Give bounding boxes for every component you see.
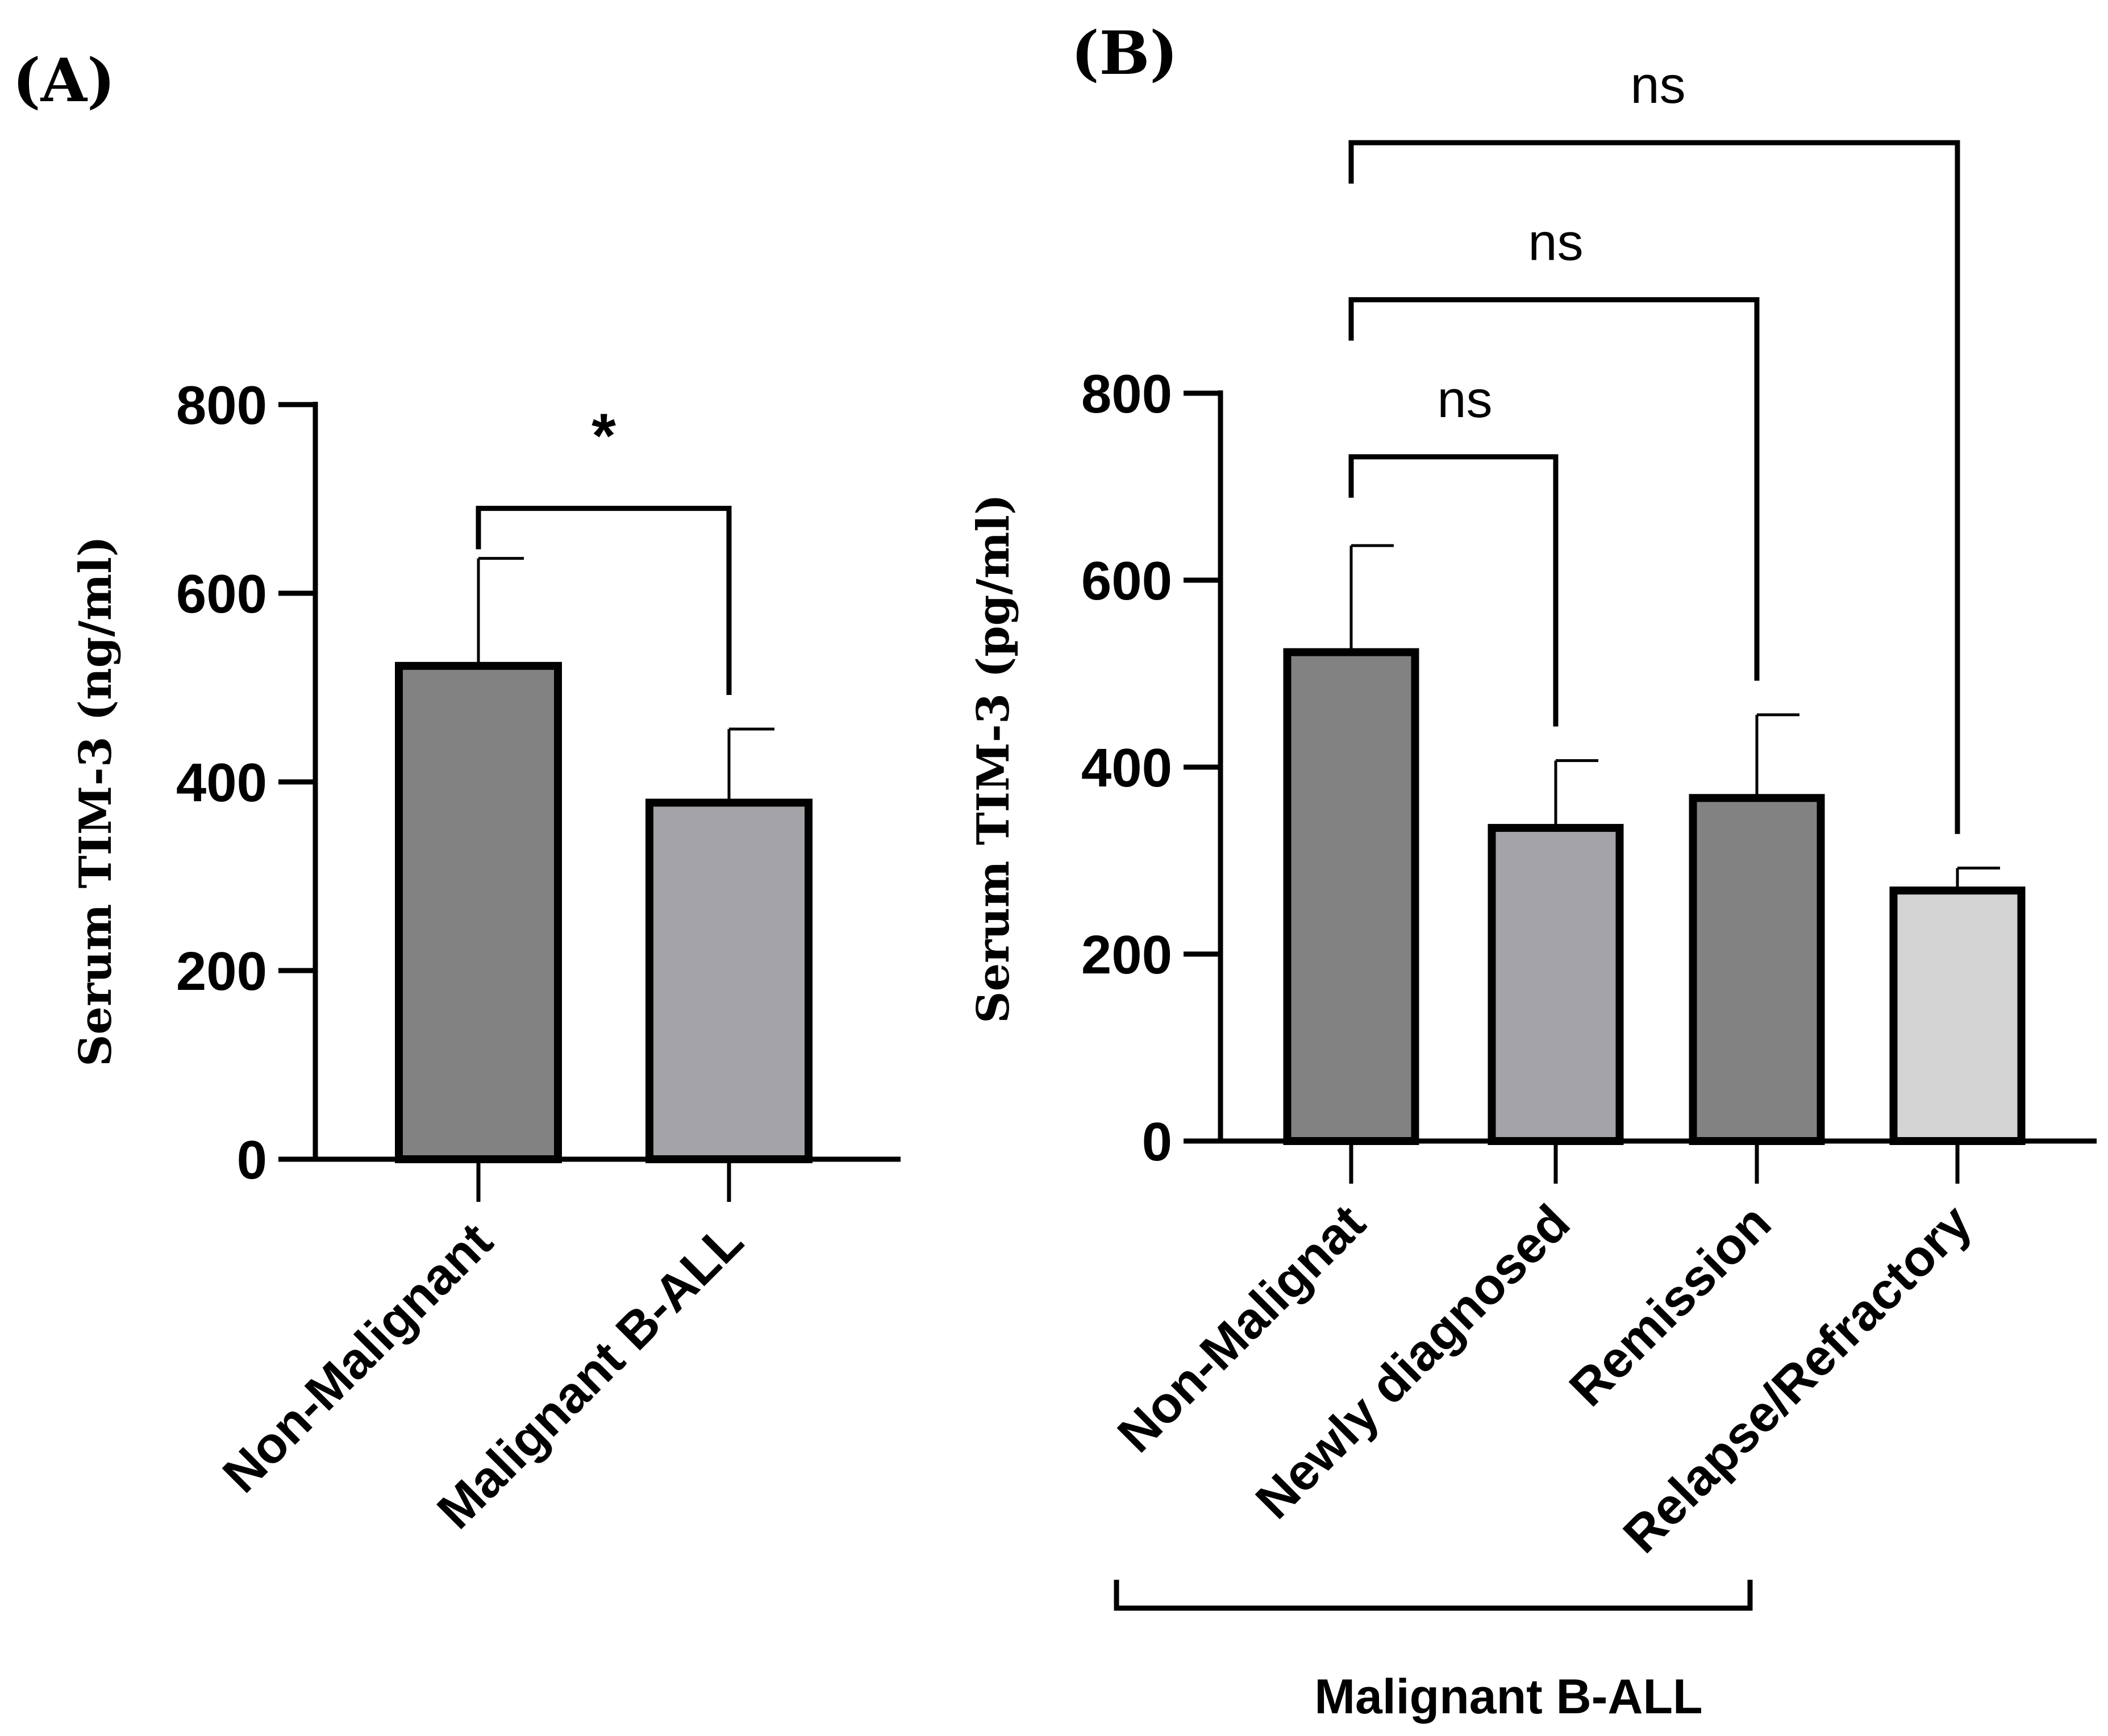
panel-a-category-label-0: Non-Malignant [213,1212,504,1504]
panel-b-bar-2 [1689,794,1825,1146]
panel-b-bar-1 [1488,823,1624,1146]
panel-b-comparison-label-0: ns [1437,370,1492,428]
panel-b-comparison-bracket-2 [1348,140,1960,834]
panel-a-y-tick-label-0: 0 [237,1130,267,1190]
malignant-group-bracket: Malignant B-ALL [1114,1580,1753,1724]
panel-a-y-tick-label-600: 600 [176,564,267,625]
panel-b-y-tick-label-0: 0 [1142,1111,1172,1172]
panel-b-category-label-3: Relapse/Refractory [1613,1194,1982,1564]
panel-a-bar-0 [395,661,562,1163]
panel-b-y-tick-label-800: 800 [1081,364,1172,424]
panel-b-y-tick-label-200: 200 [1081,925,1172,985]
panel-b-comparison-label-2: ns [1630,56,1685,114]
panel-a-bar-1 [645,798,813,1163]
panel-a-comparison-label-0: * [591,401,616,471]
panel-a-label: (A) [13,45,115,115]
panel-b-y-axis-label: Serum TIM-3 (pg/ml) [968,494,1019,1023]
panel-a-y-tick-label-200: 200 [176,941,267,1002]
panel-b-label: (B) [1071,18,1178,88]
panel-b-y-tick-label-400: 400 [1081,738,1172,798]
panel-b-comparison-bracket-0 [1348,454,1559,727]
panel-a-comparison-bracket-0 [476,506,732,696]
panel-b-comparison-bracket-1 [1348,297,1760,681]
panel-b-y-tick-label-600: 600 [1081,551,1172,611]
panel-b-bar-0 [1283,648,1419,1146]
panel-b: (B) Serum TIM-3 (pg/ml) 0200400600800Non… [968,18,2097,1724]
panel-b-bar-3 [1889,886,2026,1145]
malignant-group-label: Malignant B-ALL [1314,1670,1702,1724]
panel-a-y-tick-label-400: 400 [176,752,267,813]
panel-b-comparison-label-1: ns [1528,214,1583,272]
panel-a-y-axis-label: Serum TIM-3 (ng/ml) [70,536,122,1067]
panel-a-y-tick-label-800: 800 [176,375,267,436]
panel-a: (A) Serum TIM-3 (ng/ml) 0 200 400 600 800 Non… [13,45,901,1540]
panel-b-category-label-2: Remission [1559,1194,1782,1417]
